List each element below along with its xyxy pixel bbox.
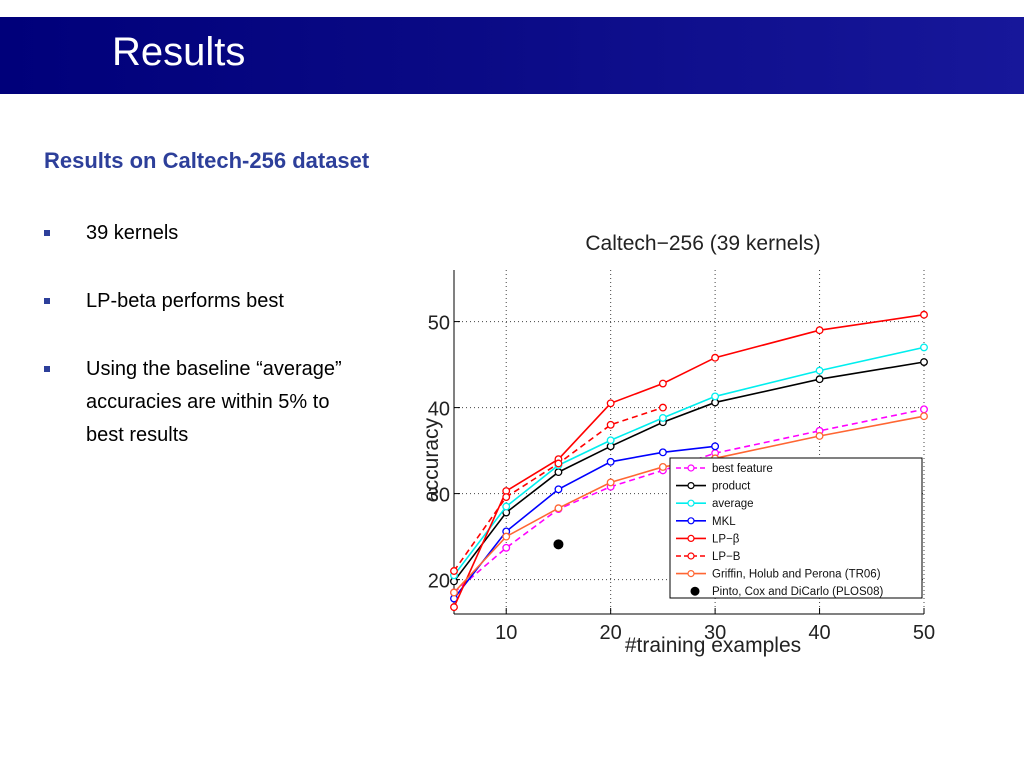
legend-marker — [687, 464, 695, 472]
slide-subtitle: Results on Caltech-256 dataset — [44, 148, 370, 173]
legend-label: best feature — [712, 463, 773, 475]
series-line — [453, 445, 716, 600]
bullet-text: 39 kernels — [86, 222, 179, 244]
legend-marker — [687, 517, 695, 525]
x-tick-label: 20 — [600, 622, 622, 644]
bullet-item: Using the baseline “average” accuracies … — [44, 353, 354, 452]
data-point — [502, 493, 511, 501]
data-point — [920, 358, 928, 366]
x-tick-label: 10 — [495, 622, 517, 644]
plot-area: 10 20 30 40 50 20 30 40 50 best feature product ave… — [428, 270, 935, 644]
legend-label: average — [712, 498, 754, 510]
data-point — [554, 459, 563, 468]
legend-label: LP−B — [712, 551, 741, 563]
data-point — [815, 375, 824, 384]
legend-marker — [687, 482, 695, 490]
data-point — [554, 504, 563, 513]
series-line — [453, 361, 925, 582]
accuracy-line-chart: Caltech−256 (39 kernels) 10 20 30 40 50 20 30 4… — [420, 232, 935, 657]
data-point — [658, 403, 667, 412]
data-point — [815, 326, 824, 335]
data-point — [606, 436, 615, 445]
title-bar — [0, 17, 1024, 94]
chart-legend: best feature product average MKL LP−β LP−B Gri… — [669, 457, 923, 599]
x-tick-label: 30 — [704, 622, 726, 644]
y-tick-label: 50 — [428, 313, 450, 335]
chart-title: Caltech−256 (39 kernels) — [585, 232, 820, 255]
legend-label: product — [712, 481, 751, 493]
bullet-square-icon — [44, 298, 50, 304]
data-point — [815, 366, 824, 375]
y-axis-label: accuracy — [420, 417, 443, 502]
data-point — [450, 567, 458, 575]
data-point — [658, 448, 667, 457]
bullet-text: LP-beta performs best — [86, 290, 284, 312]
bullet-item: LP-beta performs best — [44, 285, 354, 318]
data-point — [815, 432, 824, 440]
data-point — [920, 405, 928, 414]
bullet-square-icon — [44, 366, 50, 372]
y-tick-label: 20 — [428, 571, 450, 593]
data-point — [606, 478, 615, 487]
data-point — [606, 457, 615, 466]
series-line — [453, 346, 925, 576]
data-point — [450, 603, 458, 612]
legend-label: Pinto, Cox and DiCarlo (PLOS08) — [712, 586, 883, 598]
legend-marker — [687, 534, 695, 542]
bullet-item: 39 kernels — [44, 217, 354, 250]
x-axis-label: #training examples — [625, 634, 801, 657]
x-tick-label: 50 — [913, 622, 935, 644]
data-point — [920, 412, 928, 421]
slide-title: Results — [112, 30, 246, 74]
data-point — [450, 588, 458, 597]
series-line — [453, 415, 925, 594]
data-point — [502, 543, 511, 552]
legend-label: MKL — [712, 516, 736, 528]
data-point — [711, 442, 720, 451]
data-point — [554, 468, 563, 477]
data-point — [606, 399, 615, 408]
data-point — [920, 310, 928, 319]
legend-marker — [687, 552, 695, 560]
data-point — [658, 462, 667, 471]
bullet-text: Using the baseline “average” accuracies … — [86, 358, 342, 446]
series-line — [453, 313, 925, 608]
legend-label: LP−β — [712, 533, 740, 545]
legend-label: Griffin, Holub and Perona (TR06) — [712, 569, 881, 581]
legend-marker — [687, 499, 695, 507]
data-point — [502, 502, 511, 511]
legend-box — [669, 457, 923, 599]
bullet-list: 39 kernels LP-beta performs best Using t… — [44, 217, 354, 487]
data-point — [920, 343, 928, 352]
data-point — [658, 413, 667, 422]
y-tick-label: 30 — [428, 485, 450, 507]
data-point — [711, 392, 720, 401]
data-point — [502, 532, 511, 541]
data-point — [606, 420, 615, 429]
legend-marker — [687, 570, 695, 578]
data-point — [711, 353, 720, 362]
x-tick-label: 40 — [808, 622, 830, 644]
data-point — [554, 485, 563, 494]
legend-swatch — [690, 586, 700, 596]
data-point — [553, 539, 564, 550]
bullet-square-icon — [44, 230, 50, 236]
data-point — [658, 379, 667, 388]
y-tick-label: 40 — [428, 399, 450, 421]
